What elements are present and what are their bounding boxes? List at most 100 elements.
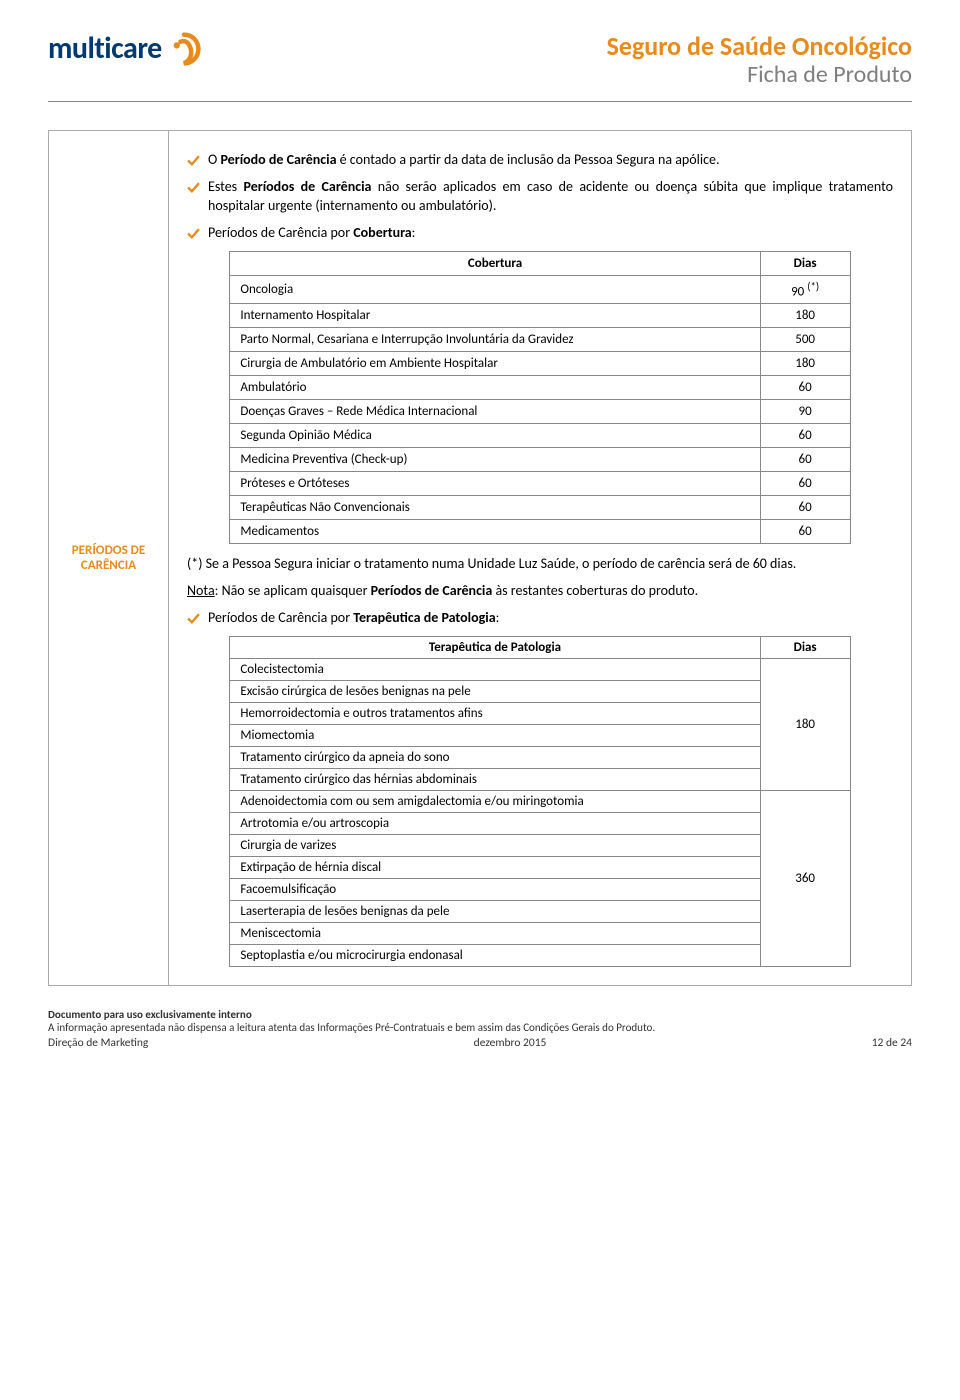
table-header: Dias xyxy=(760,251,850,275)
coverage-label: Internamento Hospitalar xyxy=(230,303,760,327)
coverage-days: 90 xyxy=(760,399,850,423)
pathology-label: Septoplastia e/ou microcirurgia endonasa… xyxy=(230,944,760,966)
logo-text: multicare xyxy=(48,30,162,67)
table-row: Ambulatório60 xyxy=(230,375,850,399)
section-label: PERÍODOS DE CARÊNCIA xyxy=(49,131,169,985)
bullet-text: O Período de Carência é contado a partir… xyxy=(208,151,893,170)
pathology-label: Extirpação de hérnia discal xyxy=(230,856,760,878)
check-icon xyxy=(187,154,200,167)
table-row: Colecistectomia180 xyxy=(230,658,850,680)
coverage-days: 60 xyxy=(760,375,850,399)
coverage-days: 60 xyxy=(760,447,850,471)
coverage-label: Cirurgia de Ambulatório em Ambiente Hosp… xyxy=(230,351,760,375)
title-block: Seguro de Saúde Oncológico Ficha de Prod… xyxy=(607,30,912,89)
pathology-label: Artrotomia e/ou artroscopia xyxy=(230,812,760,834)
page-footer: Documento para uso exclusivamente intern… xyxy=(48,1008,912,1050)
coverage-label: Ambulatório xyxy=(230,375,760,399)
coverage-label: Próteses e Ortóteses xyxy=(230,471,760,495)
coverage-label: Segunda Opinião Médica xyxy=(230,423,760,447)
coverage-days: 60 xyxy=(760,519,850,543)
table-row: Facoemulsificação xyxy=(230,878,850,900)
footer-right: 12 de 24 xyxy=(872,1036,912,1050)
coverage-days: 90 (*) xyxy=(760,275,850,303)
table-row: Meniscectomia xyxy=(230,922,850,944)
pathology-label: Adenoidectomia com ou sem amigdalectomia… xyxy=(230,790,760,812)
page-header: multicare Seguro de Saúde Oncológico Fic… xyxy=(48,30,912,89)
table-header: Terapêutica de Patologia xyxy=(230,636,760,658)
coverage-table: Cobertura Dias Oncologia90 (*)Internamen… xyxy=(229,251,850,544)
coverage-days: 180 xyxy=(760,351,850,375)
pathology-label: Cirurgia de varizes xyxy=(230,834,760,856)
coverage-label: Medicamentos xyxy=(230,519,760,543)
coverage-days: 60 xyxy=(760,495,850,519)
check-icon xyxy=(187,612,200,625)
doc-subtitle: Ficha de Produto xyxy=(607,60,912,89)
bullet-item: Períodos de Carência por Terapêutica de … xyxy=(187,609,893,628)
logo: multicare xyxy=(48,30,202,67)
pathology-label: Laserterapia de lesões benignas da pele xyxy=(230,900,760,922)
logo-swirl-icon xyxy=(166,31,202,67)
pathology-days: 180 xyxy=(760,658,850,790)
section-content: O Período de Carência é contado a partir… xyxy=(169,131,911,985)
table-row: Próteses e Ortóteses60 xyxy=(230,471,850,495)
pathology-table: Terapêutica de Patologia Dias Colecistec… xyxy=(229,636,850,967)
content-box: PERÍODOS DE CARÊNCIA O Período de Carênc… xyxy=(48,130,912,986)
bullet-item: O Período de Carência é contado a partir… xyxy=(187,151,893,170)
pathology-days: 360 xyxy=(760,790,850,966)
coverage-days: 180 xyxy=(760,303,850,327)
check-icon xyxy=(187,181,200,194)
table-row: Doenças Graves – Rede Médica Internacion… xyxy=(230,399,850,423)
pathology-label: Hemorroidectomia e outros tratamentos af… xyxy=(230,702,760,724)
coverage-days: 60 xyxy=(760,471,850,495)
table-row: Miomectomia xyxy=(230,724,850,746)
pathology-label: Tratamento cirúrgico das hérnias abdomin… xyxy=(230,768,760,790)
footer-disclaimer: A informação apresentada não dispensa a … xyxy=(48,1021,912,1034)
table-row: Cirurgia de Ambulatório em Ambiente Hosp… xyxy=(230,351,850,375)
check-icon xyxy=(187,227,200,240)
coverage-days: 60 xyxy=(760,423,850,447)
pathology-label: Miomectomia xyxy=(230,724,760,746)
coverage-label: Medicina Preventiva (Check-up) xyxy=(230,447,760,471)
table-row: Hemorroidectomia e outros tratamentos af… xyxy=(230,702,850,724)
bullet-text: Estes Períodos de Carência não serão apl… xyxy=(208,178,893,216)
table-row: Parto Normal, Cesariana e Interrupção In… xyxy=(230,327,850,351)
coverage-label: Terapêuticas Não Convencionais xyxy=(230,495,760,519)
pathology-label: Excisão cirúrgica de lesões benignas na … xyxy=(230,680,760,702)
table-row: Septoplastia e/ou microcirurgia endonasa… xyxy=(230,944,850,966)
doc-title: Seguro de Saúde Oncológico xyxy=(607,30,912,62)
table-row: Oncologia90 (*) xyxy=(230,275,850,303)
table-row: Terapêuticas Não Convencionais60 xyxy=(230,495,850,519)
bullet-item: Estes Períodos de Carência não serão apl… xyxy=(187,178,893,216)
table-row: Extirpação de hérnia discal xyxy=(230,856,850,878)
coverage-label: Doenças Graves – Rede Médica Internacion… xyxy=(230,399,760,423)
coverage-label: Parto Normal, Cesariana e Interrupção In… xyxy=(230,327,760,351)
footer-internal-note: Documento para uso exclusivamente intern… xyxy=(48,1008,912,1021)
table-row: Artrotomia e/ou artroscopia xyxy=(230,812,850,834)
table-row: Medicina Preventiva (Check-up)60 xyxy=(230,447,850,471)
table-row: Medicamentos60 xyxy=(230,519,850,543)
table-row: Internamento Hospitalar180 xyxy=(230,303,850,327)
pathology-label: Colecistectomia xyxy=(230,658,760,680)
table-row: Excisão cirúrgica de lesões benignas na … xyxy=(230,680,850,702)
table-row: Tratamento cirúrgico da apneia do sono xyxy=(230,746,850,768)
table-row: Adenoidectomia com ou sem amigdalectomia… xyxy=(230,790,850,812)
table-header: Dias xyxy=(760,636,850,658)
coverage-days: 500 xyxy=(760,327,850,351)
pathology-label: Meniscectomia xyxy=(230,922,760,944)
table-row: Segunda Opinião Médica60 xyxy=(230,423,850,447)
table-header: Cobertura xyxy=(230,251,760,275)
footer-left: Direção de Marketing xyxy=(48,1036,148,1050)
header-divider xyxy=(48,101,912,102)
footer-bar: Direção de Marketing dezembro 2015 12 de… xyxy=(48,1036,912,1050)
note-text: (*) Se a Pessoa Segura iniciar o tratame… xyxy=(187,554,893,574)
table-row: Laserterapia de lesões benignas da pele xyxy=(230,900,850,922)
footer-center: dezembro 2015 xyxy=(474,1036,547,1050)
pathology-label: Tratamento cirúrgico da apneia do sono xyxy=(230,746,760,768)
note-text: Nota: Não se aplicam quaisquer Períodos … xyxy=(187,581,893,601)
pathology-label: Facoemulsificação xyxy=(230,878,760,900)
bullet-text: Períodos de Carência por Terapêutica de … xyxy=(208,609,893,628)
bullet-item: Períodos de Carência por Cobertura: xyxy=(187,224,893,243)
table-row: Cirurgia de varizes xyxy=(230,834,850,856)
table-row: Tratamento cirúrgico das hérnias abdomin… xyxy=(230,768,850,790)
bullet-text: Períodos de Carência por Cobertura: xyxy=(208,224,893,243)
